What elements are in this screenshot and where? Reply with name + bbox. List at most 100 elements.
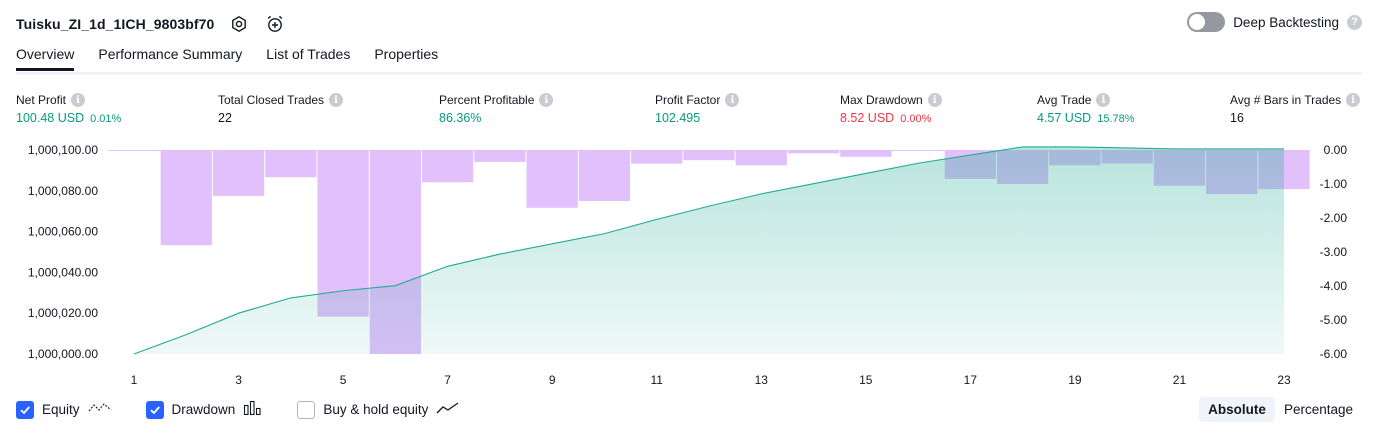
display-mode-switch: Absolute Percentage [1199,397,1362,422]
alarm-clock-icon[interactable] [264,13,286,35]
left-axis-tick-label: 1,000,060.00 [28,225,98,239]
metric-sub-value: 15.78% [1097,113,1135,125]
drawdown-bar [474,150,526,162]
deep-backtesting: Deep Backtesting ? [1187,12,1362,32]
legend-equity[interactable]: Equity [16,400,112,419]
legend-buy-hold[interactable]: Buy & hold equity [297,400,460,419]
metric-value: 4.57 USD [1037,111,1092,125]
chart-legend: Equity Drawdown Buy & hold equity [16,400,494,419]
info-icon[interactable]: i [329,93,344,107]
strategy-header: Tuisku_ZI_1d_1ICH_9803bf70 [16,10,286,38]
right-axis-tick-label: -3.00 [1320,245,1348,259]
metric-avg-bars-in-trades: Avg # Bars in Trades i 16 [1230,93,1361,125]
help-icon[interactable]: ? [1347,14,1362,30]
x-axis-tick-label: 9 [549,373,556,387]
info-icon[interactable]: i [1096,93,1111,107]
drawdown-checkbox[interactable] [145,400,164,419]
left-axis-tick-label: 1,000,080.00 [28,184,98,198]
buy-hold-checkbox[interactable] [297,400,316,419]
drawdown-bar [840,150,892,157]
metric-net-profit: Net Profit i 100.48 USD 0.01% [16,93,121,125]
metric-sub-value: 0.00% [900,113,932,125]
metric-value: 102.495 [655,111,701,125]
absolute-button[interactable]: Absolute [1199,397,1275,422]
metric-label: Profit Factor [655,93,721,107]
info-icon[interactable]: i [725,93,740,107]
equity-checkbox[interactable] [16,400,34,419]
drawdown-bar [526,150,578,208]
x-axis-tick-label: 1 [131,373,138,387]
settings-icon[interactable] [228,13,250,35]
x-axis-tick-label: 3 [235,373,242,387]
drawdown-bar [735,150,787,166]
x-axis-tick-label: 15 [859,373,873,387]
right-axis-tick-label: -4.00 [1320,279,1348,293]
tab-bar: Overview Performance Summary List of Tra… [16,46,438,71]
legend-equity-label: Equity [42,402,80,417]
metric-label: Max Drawdown [840,93,923,107]
left-axis-tick-label: 1,000,000.00 [28,347,98,361]
legend-drawdown-label: Drawdown [171,402,236,417]
info-icon[interactable]: i [1346,93,1361,107]
x-axis-tick-label: 7 [444,373,451,387]
right-axis-tick-label: -2.00 [1320,211,1348,225]
metric-total-closed-trades: Total Closed Trades i 22 [218,93,344,125]
deep-backtesting-toggle[interactable] [1187,12,1226,32]
x-axis-tick-label: 5 [340,373,347,387]
tab-divider [16,72,1362,75]
metric-sub-value: 0.01% [90,113,122,125]
x-axis-tick-label: 11 [650,373,663,387]
metric-profit-factor: Profit Factor i 102.495 [655,93,740,125]
equity-area [134,146,1284,354]
metric-value: 86.36% [439,111,482,125]
right-axis-tick-label: -6.00 [1320,347,1348,361]
tab-properties[interactable]: Properties [374,46,439,62]
tab-list-of-trades[interactable]: List of Trades [266,46,351,62]
metric-value: 16 [1230,111,1244,125]
bar-chart-icon [243,400,263,419]
x-axis-tick-label: 23 [1277,373,1291,387]
info-icon[interactable]: i [539,93,554,107]
drawdown-bar [160,150,212,246]
trend-line-icon [436,401,460,418]
tab-performance-summary[interactable]: Performance Summary [98,46,243,62]
metric-max-drawdown: Max Drawdown i 8.52 USD 0.00% [840,93,942,125]
metric-label: Net Profit [16,93,67,107]
drawdown-bar [578,150,631,201]
drawdown-bar [683,150,735,161]
strategy-name: Tuisku_ZI_1d_1ICH_9803bf70 [16,16,215,32]
tab-overview[interactable]: Overview [16,46,75,71]
left-axis-tick-label: 1,000,020.00 [28,306,98,320]
metric-percent-profitable: Percent Profitable i 86.36% [439,93,554,125]
right-axis-tick-label: -5.00 [1320,313,1348,327]
info-icon[interactable]: i [927,93,942,107]
metric-label: Avg Trade [1037,93,1092,107]
left-axis-tick-label: 1,000,100.00 [28,143,98,157]
drawdown-bar [631,150,683,164]
metric-value: 22 [218,111,232,125]
equity-line-icon [88,401,112,418]
percentage-button[interactable]: Percentage [1283,402,1353,417]
x-axis-tick-label: 13 [755,373,769,387]
metric-label: Percent Profitable [439,93,535,107]
equity-line [133,146,1284,355]
drawdown-bar [212,150,265,196]
metric-label: Avg # Bars in Trades [1230,93,1342,107]
drawdown-bar [422,150,474,183]
x-axis-tick-label: 19 [1068,373,1082,387]
metric-avg-trade: Avg Trade i 4.57 USD 15.78% [1037,93,1135,125]
deep-backtesting-label: Deep Backtesting [1233,14,1339,30]
metric-label: Total Closed Trades [218,93,325,107]
metric-value: 100.48 USD [16,111,85,125]
x-axis-tick-label: 21 [1173,373,1187,387]
x-axis-tick-label: 17 [964,373,978,387]
left-axis-tick-label: 1,000,040.00 [28,265,98,279]
drawdown-bar [265,150,317,178]
metric-value: 8.52 USD [840,111,895,125]
equity-drawdown-chart: 1,000,100.00 1,000,080.00 1,000,060.00 1,00… [28,143,1348,387]
info-icon[interactable]: i [71,93,86,107]
right-axis-tick-label: -1.00 [1320,177,1348,191]
legend-buy-hold-label: Buy & hold equity [323,402,429,417]
legend-drawdown[interactable]: Drawdown [145,400,264,419]
drawdown-bar [787,150,840,154]
